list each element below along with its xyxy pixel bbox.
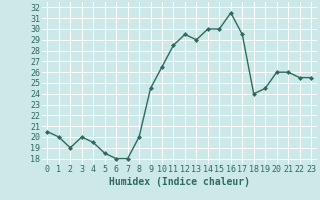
X-axis label: Humidex (Indice chaleur): Humidex (Indice chaleur) <box>109 177 250 187</box>
